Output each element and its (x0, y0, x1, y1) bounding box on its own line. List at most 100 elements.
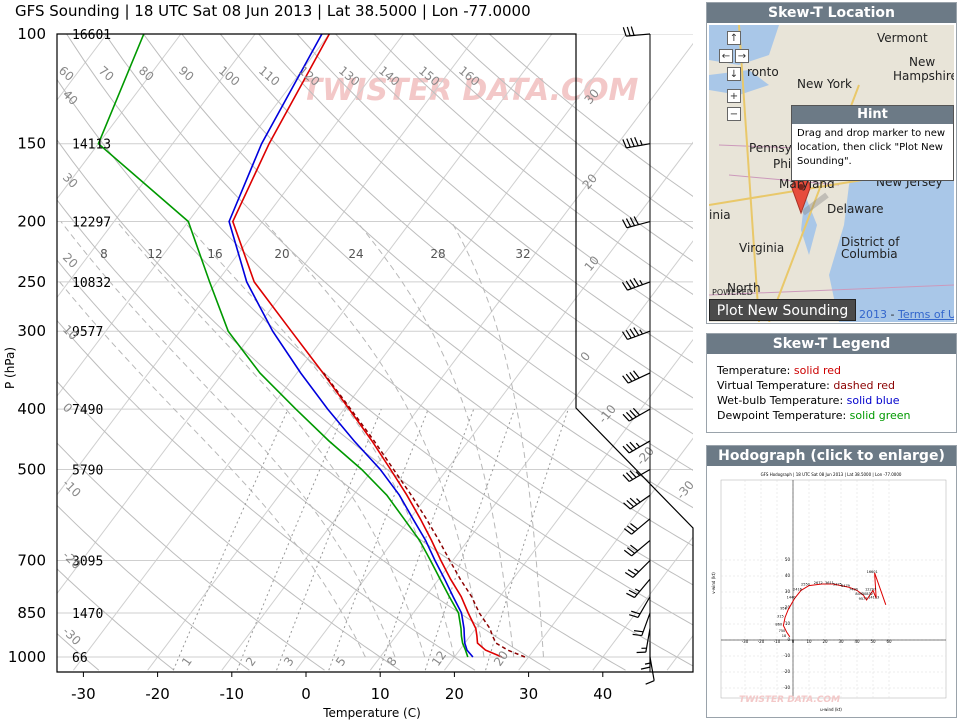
temperature-line (231, 34, 503, 658)
mixing-ratio-line (379, 408, 475, 671)
map-label-delaware: Delaware (827, 202, 884, 216)
wind-barb (621, 277, 651, 291)
pan-left-button[interactable]: ← (719, 49, 733, 63)
barb-flag (633, 327, 640, 336)
barb-flag (629, 217, 636, 226)
barb-shaft (649, 656, 655, 681)
height-label: 3095 (72, 554, 103, 569)
hint-header: Hint (792, 106, 953, 124)
wind-barb (640, 643, 651, 670)
hodograph-point-label: 5375 (833, 583, 842, 587)
barb-flag (626, 472, 634, 480)
mixing-ratio-line (328, 408, 429, 671)
moist-adiabat-line (450, 221, 544, 657)
hodograph-x-tick: -30 (742, 639, 749, 644)
mixing-ratio-label: 20 (491, 648, 511, 669)
chart-title: GFS Sounding | 18 UTC Sat 08 Jun 2013 | … (15, 2, 531, 20)
dry-adiabat-line (57, 442, 325, 671)
series-lines (97, 34, 526, 658)
barb-half-flag (634, 568, 640, 573)
map-year: 2013 (859, 308, 887, 321)
isotherm-line (444, 338, 693, 671)
map-footer: 2013 - Terms of Use (859, 308, 954, 321)
moist-adiabat-line (264, 221, 485, 658)
pressure-tick-label: 250 (17, 273, 46, 291)
height-label: 7490 (72, 403, 103, 418)
zoom-out-button[interactable]: − (727, 107, 741, 121)
hodograph-x-tick: -20 (758, 639, 765, 644)
barb-flag (622, 445, 630, 454)
plot-new-sounding-button[interactable]: Plot New Sounding (709, 299, 856, 321)
wind-barb (622, 216, 651, 229)
pan-up-button[interactable]: ↑ (727, 31, 741, 45)
pressure-tick-label: 1000 (8, 648, 46, 666)
legend-header: Skew-T Legend (707, 334, 956, 354)
barb-flag (626, 26, 631, 36)
pressure-tick-label: 300 (17, 322, 46, 340)
wind-barb (626, 578, 651, 599)
hodograph-point-label: 2672 (814, 581, 823, 585)
isotherm-line (57, 34, 256, 299)
barb-flag (626, 411, 634, 420)
dry-adiabat-line (57, 78, 693, 626)
hint-text: Drag and drop marker to new location, th… (797, 128, 946, 167)
barb-half-flag (639, 140, 643, 146)
barb-flag (622, 219, 628, 229)
x-tick-label: 20 (445, 685, 464, 703)
barb-half-flag (639, 329, 643, 335)
location-header: Skew-T Location (707, 3, 956, 23)
hodograph-ylabel: v-wind (kt) (711, 572, 716, 594)
barb-flag (627, 569, 637, 576)
map-label-virginia: Virginia (739, 241, 785, 255)
hodograph-x-tick: 40 (854, 639, 860, 644)
barb-flag (623, 502, 631, 510)
dry-adiabat-label: 100 (216, 63, 243, 88)
dry-adiabat-label: 110 (256, 63, 283, 88)
map-label-vermont: Vermont (877, 31, 928, 45)
pan-down-button[interactable]: ↓ (727, 67, 741, 81)
hodograph-point-label: 6479 (841, 584, 850, 588)
legend-label: Dewpoint Temperature: (717, 409, 847, 422)
barb-half-flag (636, 498, 641, 503)
hodograph-y-tick: 50 (785, 557, 791, 562)
barb-flag (633, 370, 640, 379)
pan-right-button[interactable]: → (735, 49, 749, 63)
moist-adiabat-right-label: 20 (580, 171, 601, 192)
hodograph-header: Hodograph (click to enlarge) (707, 446, 956, 466)
dry-adiabat-line (219, 34, 693, 435)
map-label-inia: inia (709, 208, 731, 222)
hodograph-point-label: 14113 (868, 595, 879, 599)
mixing-ratio-line (236, 408, 347, 671)
location-map[interactable]: Vermont New Hampshire New York Pennsyl P… (709, 25, 954, 322)
hodograph-thumbnail[interactable]: GFS Hodograph | 18 UTC Sat 08 Jun 2013 |… (709, 468, 954, 715)
barb-flag (625, 329, 632, 339)
barb-flag (626, 138, 631, 148)
terms-of-use-link[interactable]: Terms of Use (897, 308, 954, 321)
mixing-ratio-line (424, 408, 516, 671)
x-tick-label: -10 (220, 685, 245, 703)
hodograph-x-tick: 20 (822, 639, 828, 644)
legend-item-dewpoint-temperature: Dewpoint Temperature: solid green (717, 408, 946, 423)
legend-body: Temperature: solid red Virtual Temperatu… (707, 354, 956, 432)
dry-adiabat-line (57, 504, 250, 671)
height-label: 66 (72, 651, 88, 666)
hodograph-point-label: 750 (779, 629, 786, 633)
hodograph-point-label: 10832 (862, 592, 873, 596)
pressure-tick-label: 200 (17, 213, 46, 231)
hodograph-title: GFS Hodograph | 18 UTC Sat 08 Jun 2013 |… (761, 472, 902, 477)
hodograph-panel[interactable]: Hodograph (click to enlarge) GFS Hodogra… (706, 445, 957, 718)
barb-flag (622, 474, 630, 482)
dry-adiabat-label: 70 (96, 63, 117, 84)
barb-flag (633, 630, 644, 633)
wind-barb (636, 628, 651, 654)
barb-flag (629, 497, 638, 505)
zoom-in-button[interactable]: + (727, 89, 741, 103)
dry-adiabat-side-label: -10 (60, 476, 84, 500)
dry-adiabat-line (57, 568, 175, 671)
skewt-chart: GFS Sounding | 18 UTC Sat 08 Jun 2013 | … (3, 2, 697, 720)
legend-label: Wet-bulb Temperature: (717, 394, 844, 407)
x-tick-label: 0 (301, 685, 311, 703)
watermark: TWISTER DATA.COM (302, 73, 639, 108)
legend-value: dashed red (833, 379, 896, 392)
watermark-text: TWISTER DATA.COM (302, 73, 639, 108)
